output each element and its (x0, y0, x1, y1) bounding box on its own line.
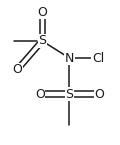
Text: Cl: Cl (92, 52, 104, 65)
Text: O: O (37, 6, 47, 19)
Text: O: O (12, 63, 22, 76)
Text: S: S (38, 34, 46, 47)
Text: N: N (65, 52, 74, 65)
Text: O: O (94, 88, 104, 100)
Text: S: S (66, 88, 73, 100)
Text: O: O (35, 88, 45, 100)
